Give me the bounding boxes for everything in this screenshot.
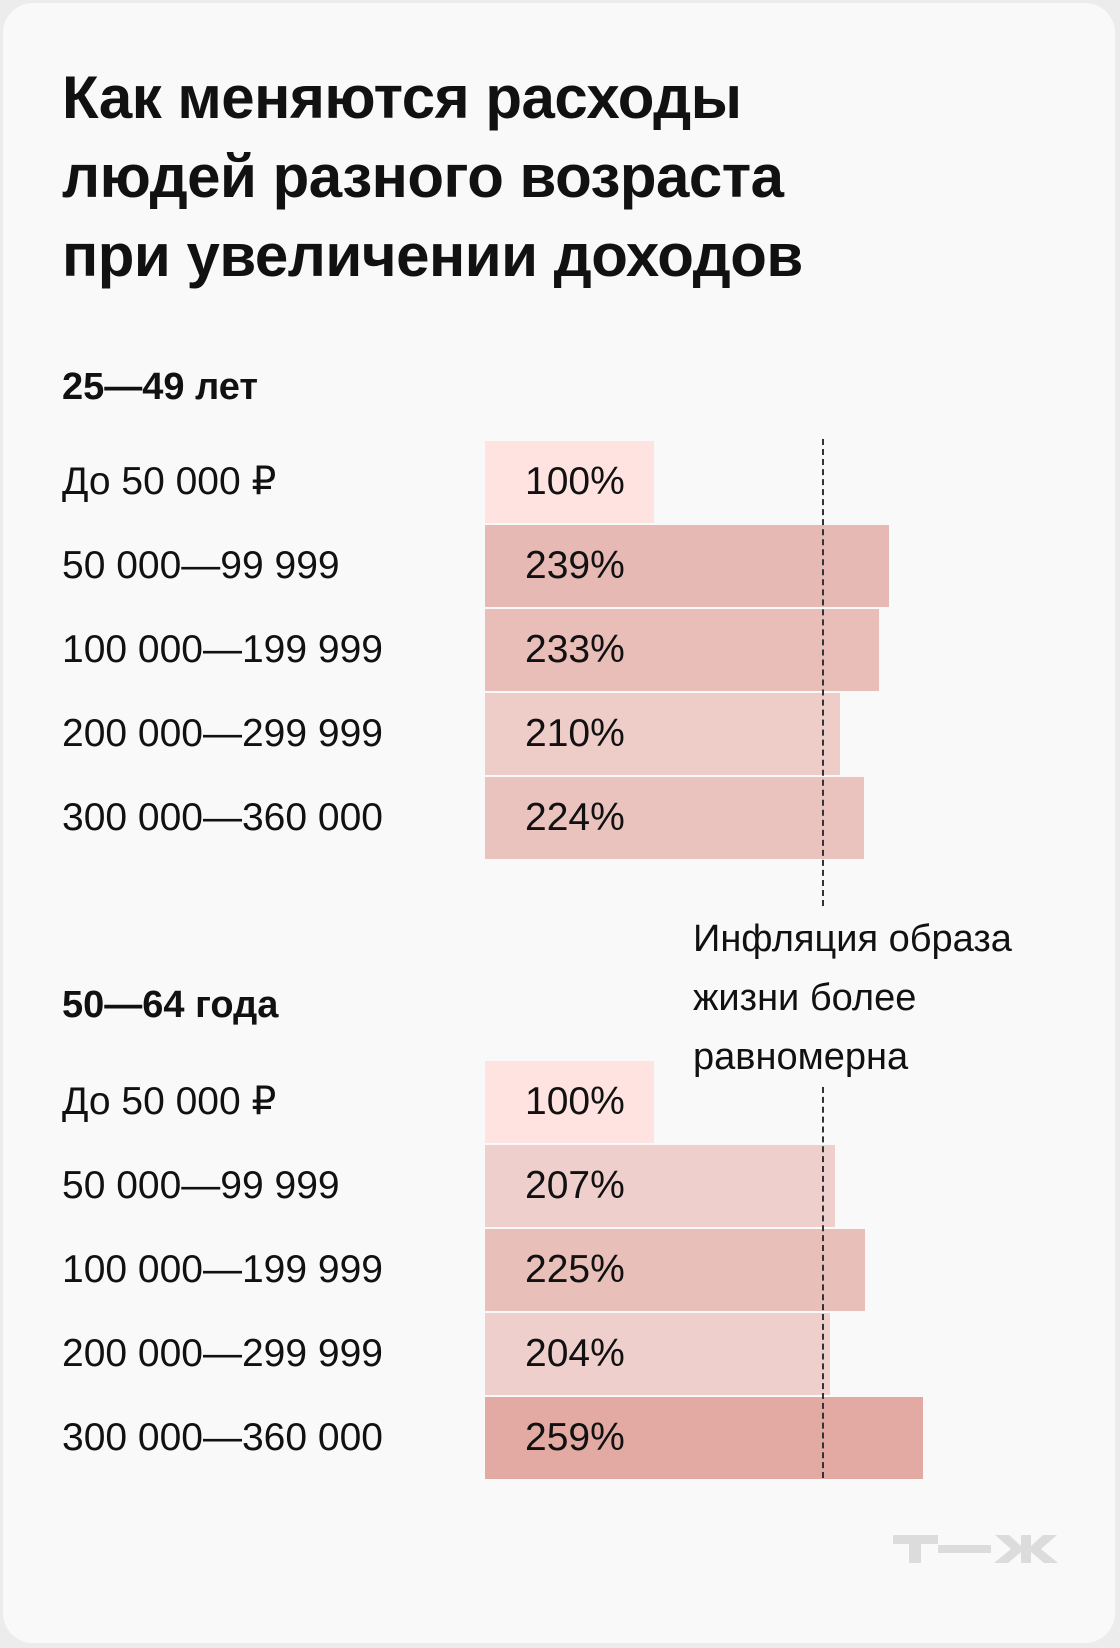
bar [485, 1061, 654, 1143]
bar-value-label: 225% [525, 1248, 625, 1291]
bar-value-label: 259% [525, 1416, 625, 1459]
category-label: 300 000—360 000 [62, 796, 383, 839]
annotation-line: жизни более [693, 977, 917, 1019]
title-line: Как меняются расходы [62, 64, 742, 131]
bar [485, 1313, 830, 1395]
annotation-line: Инфляция образа [693, 918, 1012, 960]
group-title: 25—49 лет [62, 366, 258, 408]
bar [485, 693, 840, 775]
category-label: 200 000—299 999 [62, 712, 383, 755]
bar [485, 525, 889, 607]
title-line: при увеличении доходов [62, 222, 803, 289]
bar [485, 609, 879, 691]
bar-value-label: 210% [525, 712, 625, 755]
category-label: До 50 000 ₽ [62, 1080, 277, 1123]
category-label: 100 000—199 999 [62, 1248, 383, 1291]
chart-title: Как меняются расходы людей разного возра… [62, 58, 803, 295]
bar [485, 441, 654, 523]
bar-value-label: 207% [525, 1164, 625, 1207]
bar-value-label: 239% [525, 544, 625, 587]
annotation-line: равномерна [693, 1036, 909, 1078]
reference-line [822, 1087, 824, 1478]
bar-value-label: 233% [525, 628, 625, 671]
bar [485, 777, 864, 859]
title-line: людей разного возраста [62, 143, 784, 210]
reference-line [822, 439, 824, 906]
category-label: 100 000—199 999 [62, 628, 383, 671]
tzh-logo [893, 1535, 1058, 1563]
bar-value-label: 100% [525, 460, 625, 503]
bar [485, 1229, 866, 1311]
annotation: Инфляция образа жизни более равномерна [693, 910, 1012, 1087]
bar-value-label: 100% [525, 1080, 625, 1123]
bar [485, 1145, 835, 1227]
bar-value-label: 224% [525, 796, 625, 839]
category-label: 300 000—360 000 [62, 1416, 383, 1459]
bar [485, 1397, 923, 1479]
category-label: 50 000—99 999 [62, 544, 340, 587]
category-label: 50 000—99 999 [62, 1164, 340, 1207]
bar-value-label: 204% [525, 1332, 625, 1375]
category-label: До 50 000 ₽ [62, 460, 277, 503]
category-label: 200 000—299 999 [62, 1332, 383, 1375]
group-title: 50—64 года [62, 984, 279, 1026]
